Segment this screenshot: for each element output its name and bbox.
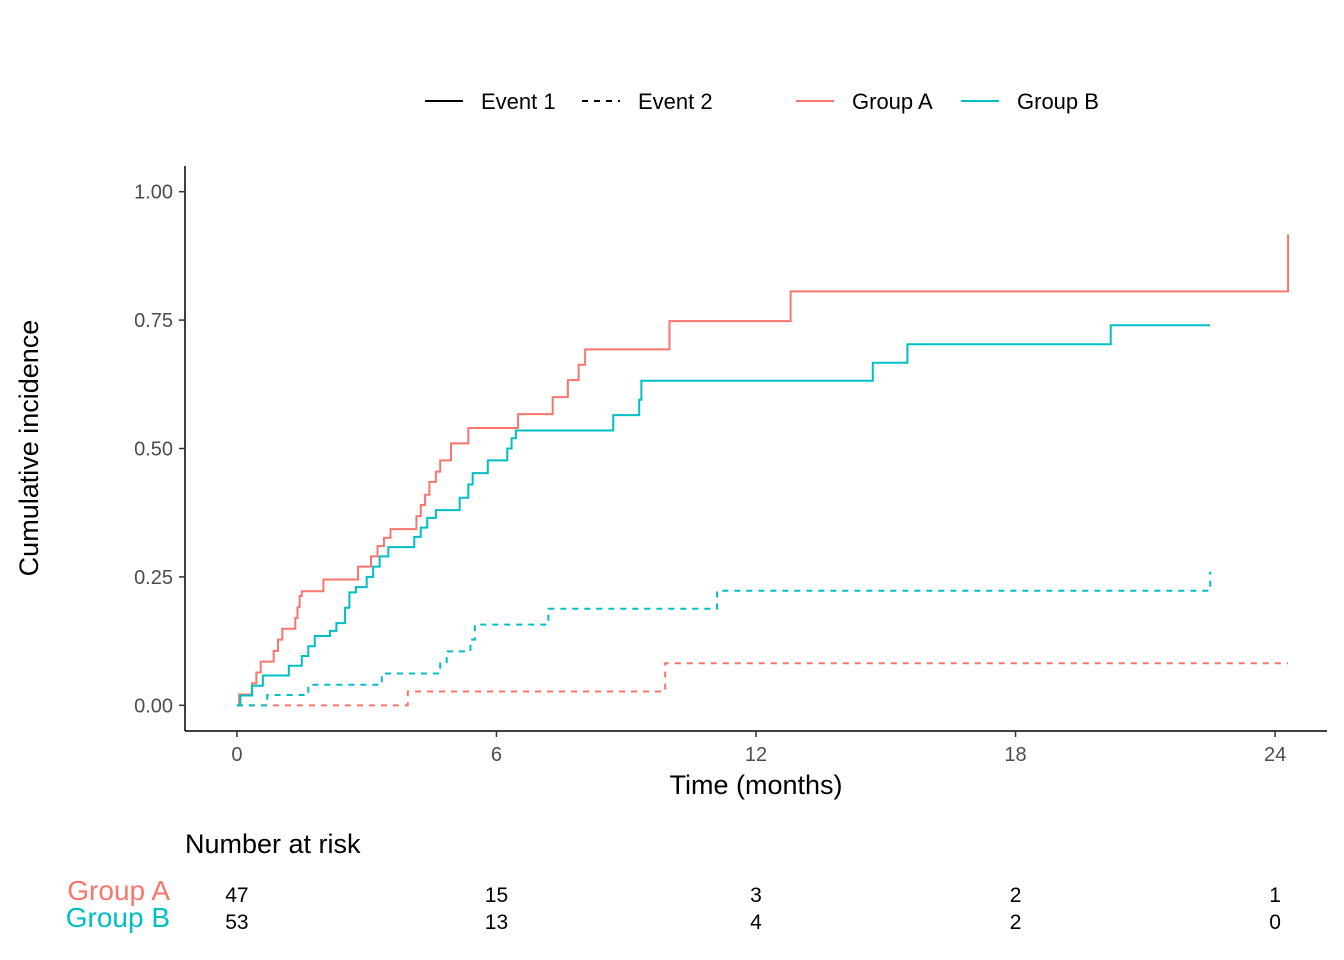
series-layer: [236, 234, 1290, 707]
risk-count-group-b: 4: [750, 911, 762, 934]
x-axis-ticks: 0 6 12 18 24: [231, 731, 1286, 766]
y-axis-ticks: 0.00 0.25 0.50 0.75 1.00: [134, 182, 185, 717]
risk-count-group-a: 47: [225, 884, 248, 907]
x-tick-label: 0: [231, 744, 242, 766]
risk-count-group-b: 2: [1010, 911, 1022, 934]
risk-count-group-a: 1: [1269, 884, 1281, 907]
x-tick-label: 6: [491, 744, 502, 766]
legend-label-event-1: Event 1: [481, 89, 556, 114]
risk-count-group-a: 15: [485, 884, 508, 907]
series-line-group-a-event-1: [236, 234, 1290, 707]
series-line-group-b-event-1: [236, 324, 1211, 707]
x-axis-title: Time (months): [669, 770, 842, 800]
risk-table-group-b-label: Group B: [66, 902, 170, 933]
series-line-group-b-event-2: [236, 571, 1212, 707]
legend-label-group-a: Group A: [852, 89, 933, 114]
x-tick-label: 12: [745, 744, 767, 766]
y-tick-label: 0.00: [134, 695, 173, 717]
risk-count-group-a: 2: [1010, 884, 1022, 907]
risk-table-title: Number at risk: [185, 829, 361, 859]
legend-label-event-2: Event 2: [638, 89, 713, 114]
y-tick-label: 0.25: [134, 567, 173, 589]
y-tick-label: 1.00: [134, 182, 173, 204]
risk-count-group-b: 13: [485, 911, 508, 934]
risk-count-group-b: 53: [225, 911, 248, 934]
y-axis-title: Cumulative incidence: [14, 320, 44, 577]
legend: Event 1 Event 2 Group A Group B: [425, 89, 1099, 114]
legend-label-group-b: Group B: [1017, 89, 1099, 114]
risk-table-values: 47 15 3 2 153 13 4 2 0: [225, 884, 1281, 934]
risk-count-group-b: 0: [1269, 911, 1281, 934]
series-line-group-a-event-2: [236, 662, 1289, 707]
x-tick-label: 18: [1004, 744, 1026, 766]
y-tick-label: 0.75: [134, 310, 173, 332]
y-tick-label: 0.50: [134, 439, 173, 461]
risk-table-group-a-label: Group A: [67, 875, 170, 906]
risk-count-group-a: 3: [750, 884, 762, 907]
x-tick-label: 24: [1264, 744, 1286, 766]
